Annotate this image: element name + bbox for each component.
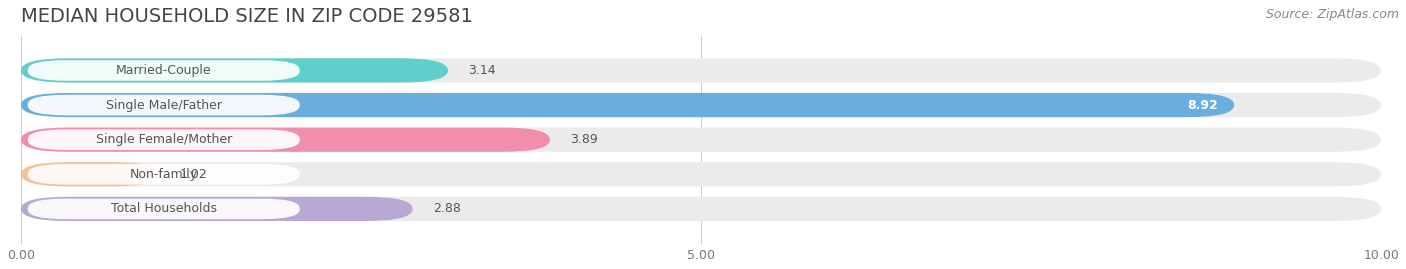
FancyBboxPatch shape	[21, 197, 413, 221]
FancyBboxPatch shape	[28, 95, 299, 115]
FancyBboxPatch shape	[21, 197, 1381, 221]
Text: Non-family: Non-family	[129, 168, 198, 181]
Text: 1.02: 1.02	[180, 168, 208, 181]
FancyBboxPatch shape	[21, 162, 1381, 186]
Text: 2.88: 2.88	[433, 202, 461, 215]
Text: 3.14: 3.14	[468, 64, 496, 77]
FancyBboxPatch shape	[21, 128, 1381, 152]
Text: MEDIAN HOUSEHOLD SIZE IN ZIP CODE 29581: MEDIAN HOUSEHOLD SIZE IN ZIP CODE 29581	[21, 7, 472, 26]
FancyBboxPatch shape	[28, 199, 299, 219]
Text: Single Female/Mother: Single Female/Mother	[96, 133, 232, 146]
Text: Source: ZipAtlas.com: Source: ZipAtlas.com	[1265, 8, 1399, 21]
FancyBboxPatch shape	[21, 93, 1234, 117]
Text: Single Male/Father: Single Male/Father	[105, 98, 222, 112]
FancyBboxPatch shape	[21, 58, 449, 83]
Text: 3.89: 3.89	[571, 133, 598, 146]
Text: Total Households: Total Households	[111, 202, 217, 215]
FancyBboxPatch shape	[21, 58, 1381, 83]
FancyBboxPatch shape	[21, 93, 1381, 117]
FancyBboxPatch shape	[28, 164, 299, 185]
Text: Married-Couple: Married-Couple	[115, 64, 211, 77]
Text: 8.92: 8.92	[1187, 98, 1218, 112]
FancyBboxPatch shape	[21, 128, 550, 152]
FancyBboxPatch shape	[28, 129, 299, 150]
FancyBboxPatch shape	[28, 60, 299, 81]
FancyBboxPatch shape	[21, 162, 160, 186]
